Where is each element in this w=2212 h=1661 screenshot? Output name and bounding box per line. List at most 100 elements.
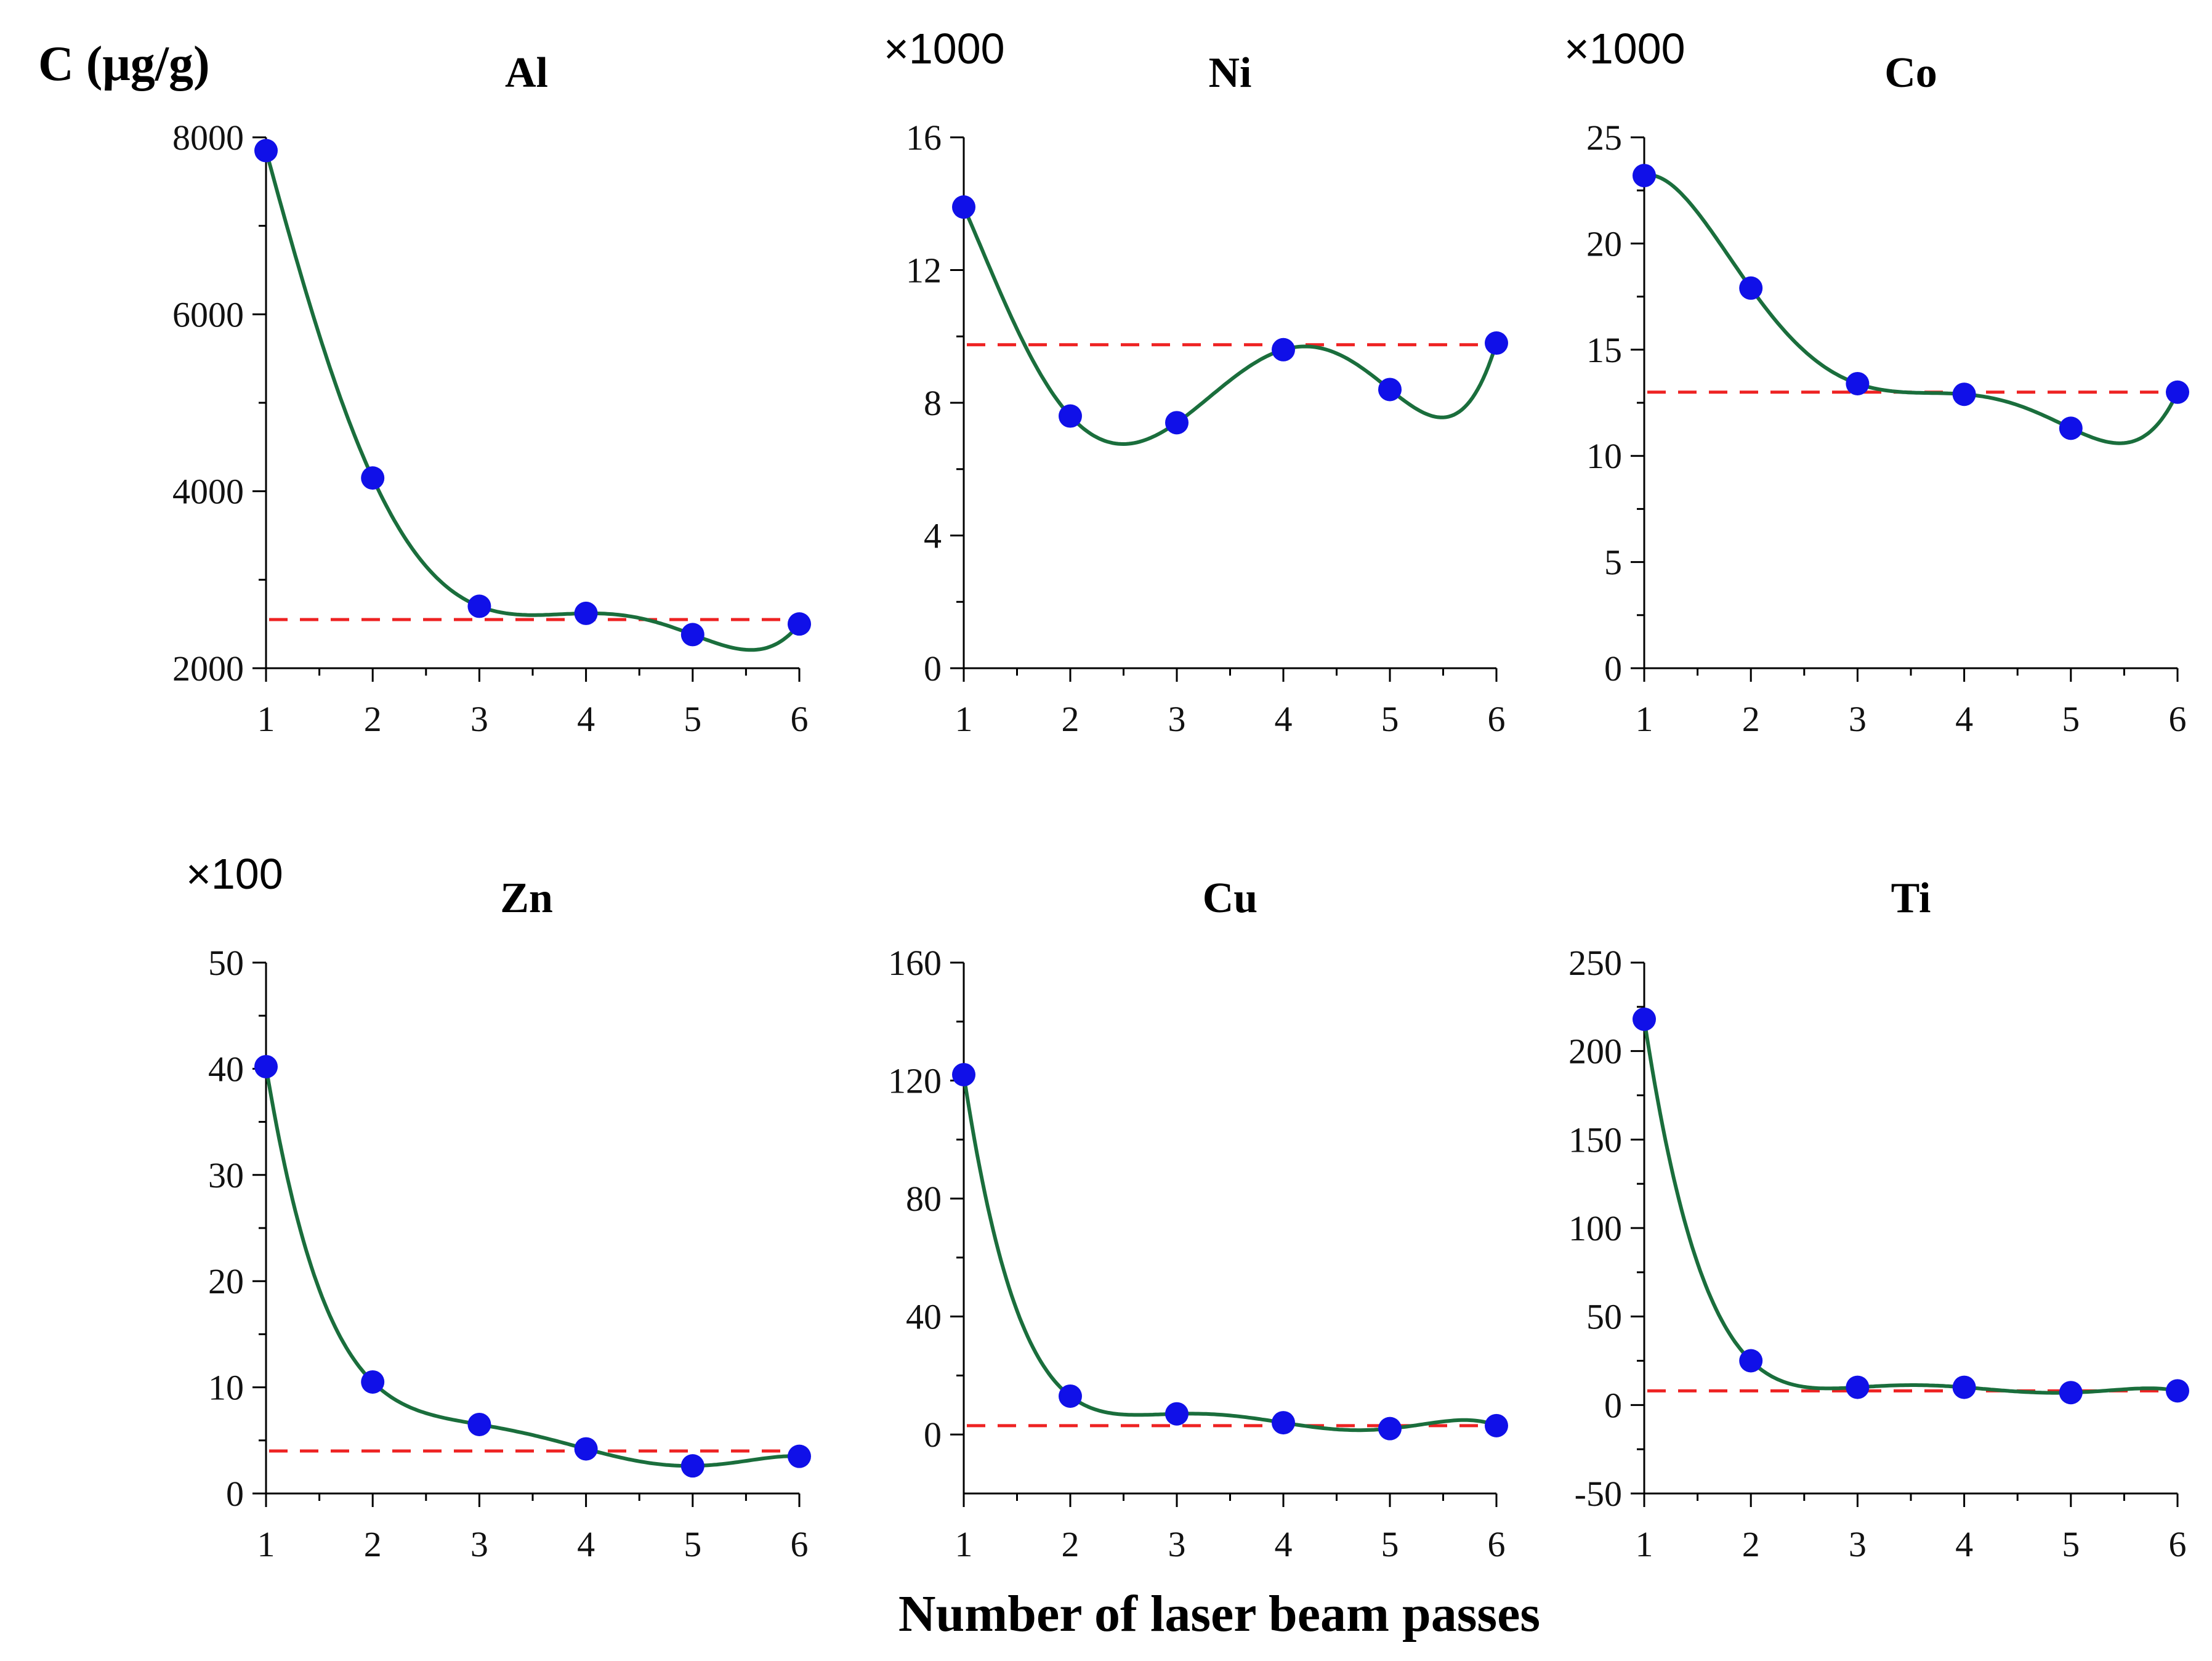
x-tick-label: 4 <box>1955 1524 1973 1564</box>
data-point <box>1059 404 1082 428</box>
x-tick-label: 5 <box>684 1524 701 1564</box>
x-tick-label: 6 <box>1488 699 1506 739</box>
panel-zn: 0 10 20 30 40 50 1 2 3 4 5 6 Zn ×100 <box>186 850 811 1564</box>
data-point <box>574 601 598 625</box>
panel-title: Zn <box>500 875 553 922</box>
y-tick-label: 30 <box>208 1155 244 1195</box>
panel-co: 0 5 10 15 20 25 1 2 3 4 5 6 Co ×1000 <box>1564 25 2189 739</box>
x-tick-label: 4 <box>1275 1524 1293 1564</box>
data-point <box>2166 380 2189 404</box>
y-tick-label: 5 <box>1604 543 1622 583</box>
y-multiplier-label: ×1000 <box>884 25 1005 73</box>
data-point <box>788 1444 811 1468</box>
y-tick-label: 10 <box>208 1368 244 1408</box>
y-tick-label: 16 <box>906 118 942 158</box>
y-tick-label: 200 <box>1568 1032 1622 1072</box>
x-tick-label: 1 <box>955 699 973 739</box>
x-tick-label: 3 <box>470 699 488 739</box>
y-tick-label: 4000 <box>172 472 244 512</box>
y-tick-label: 8 <box>924 383 942 423</box>
x-tick-label: 6 <box>791 699 809 739</box>
x-tick-label: 5 <box>1381 1524 1399 1564</box>
data-point <box>254 1054 278 1078</box>
x-tick-label: 5 <box>2062 699 2080 739</box>
y-multiplier-label: ×100 <box>186 850 283 898</box>
y-multiplier-label: ×1000 <box>1564 25 1685 73</box>
data-point <box>1739 1349 1763 1373</box>
data-point <box>1846 371 1870 395</box>
data-point <box>952 195 975 219</box>
x-tick-label: 4 <box>1275 699 1293 739</box>
x-tick-label: 1 <box>1636 699 1653 739</box>
fit-curve <box>1642 1019 2178 1395</box>
data-point <box>467 594 491 618</box>
data-point <box>1272 337 1295 362</box>
data-point <box>788 612 811 636</box>
panel-title: Co <box>1884 49 1937 97</box>
x-tick-label: 1 <box>257 699 275 739</box>
panel-title: Al <box>505 49 548 97</box>
x-tick-label: 5 <box>2062 1524 2080 1564</box>
y-tick-label: 8000 <box>172 118 244 158</box>
data-point <box>1739 276 1763 300</box>
x-tick-label: 1 <box>955 1524 973 1564</box>
x-tick-label: 6 <box>1488 1524 1506 1564</box>
y-tick-label: 160 <box>888 943 942 983</box>
x-tick-label: 6 <box>2169 1524 2187 1564</box>
x-tick-label: 2 <box>1742 699 1760 739</box>
data-point <box>952 1062 975 1086</box>
y-tick-label: 12 <box>906 251 942 291</box>
x-tick-label: 3 <box>470 1524 488 1564</box>
x-tick-label: 2 <box>1742 1524 1760 1564</box>
x-tick-label: 3 <box>1849 1524 1867 1564</box>
y-tick-label: 4 <box>924 516 942 556</box>
x-tick-label: 2 <box>1062 1524 1080 1564</box>
x-tick-label: 4 <box>577 1524 595 1564</box>
y-tick-label: 6000 <box>172 294 244 334</box>
x-tick-label: 3 <box>1849 699 1867 739</box>
data-point <box>2059 416 2083 440</box>
y-tick-label: 100 <box>1568 1208 1622 1248</box>
data-point <box>254 139 278 163</box>
x-axis-label: Number of laser beam passes <box>898 1585 1540 1643</box>
x-tick-label: 2 <box>1062 699 1080 739</box>
x-tick-label: 4 <box>577 699 595 739</box>
x-tick-label: 5 <box>1381 699 1399 739</box>
y-tick-label: -50 <box>1575 1474 1622 1514</box>
data-point <box>1378 1416 1402 1441</box>
data-point <box>2059 1381 2083 1405</box>
data-point <box>1059 1384 1082 1408</box>
y-tick-label: 15 <box>1586 330 1622 370</box>
y-tick-label: 0 <box>1604 649 1622 689</box>
x-tick-label: 2 <box>364 1524 382 1564</box>
data-point <box>1633 164 1656 188</box>
y-tick-label: 0 <box>1604 1385 1622 1425</box>
data-point <box>361 1370 385 1394</box>
x-tick-label: 3 <box>1168 1524 1186 1564</box>
y-tick-label: 150 <box>1568 1120 1622 1160</box>
data-point <box>1485 331 1508 355</box>
y-tick-label: 2000 <box>172 649 244 689</box>
data-point <box>1165 411 1189 435</box>
y-tick-label: 40 <box>208 1049 244 1089</box>
data-point <box>1272 1411 1295 1435</box>
data-point <box>1952 382 1976 406</box>
fit-curve <box>264 150 801 652</box>
data-point <box>1378 378 1402 402</box>
y-axis-label: C (μg/g) <box>38 37 210 91</box>
panel-title: Cu <box>1203 875 1257 922</box>
fit-curve <box>264 1066 800 1468</box>
x-tick-label: 2 <box>364 699 382 739</box>
panel-al: 2000 4000 6000 8000 1 2 3 4 5 6 Al <box>172 49 811 739</box>
y-tick-label: 80 <box>906 1179 942 1219</box>
fit-curve <box>962 1074 1498 1433</box>
y-tick-label: 250 <box>1568 943 1622 983</box>
data-point <box>680 1454 704 1478</box>
data-point <box>574 1437 598 1461</box>
data-point <box>1633 1007 1656 1031</box>
panel-cu: 0 40 80 120 160 1 2 3 4 5 6 Cu <box>888 875 1508 1564</box>
data-point <box>361 466 385 490</box>
x-tick-label: 5 <box>684 699 701 739</box>
